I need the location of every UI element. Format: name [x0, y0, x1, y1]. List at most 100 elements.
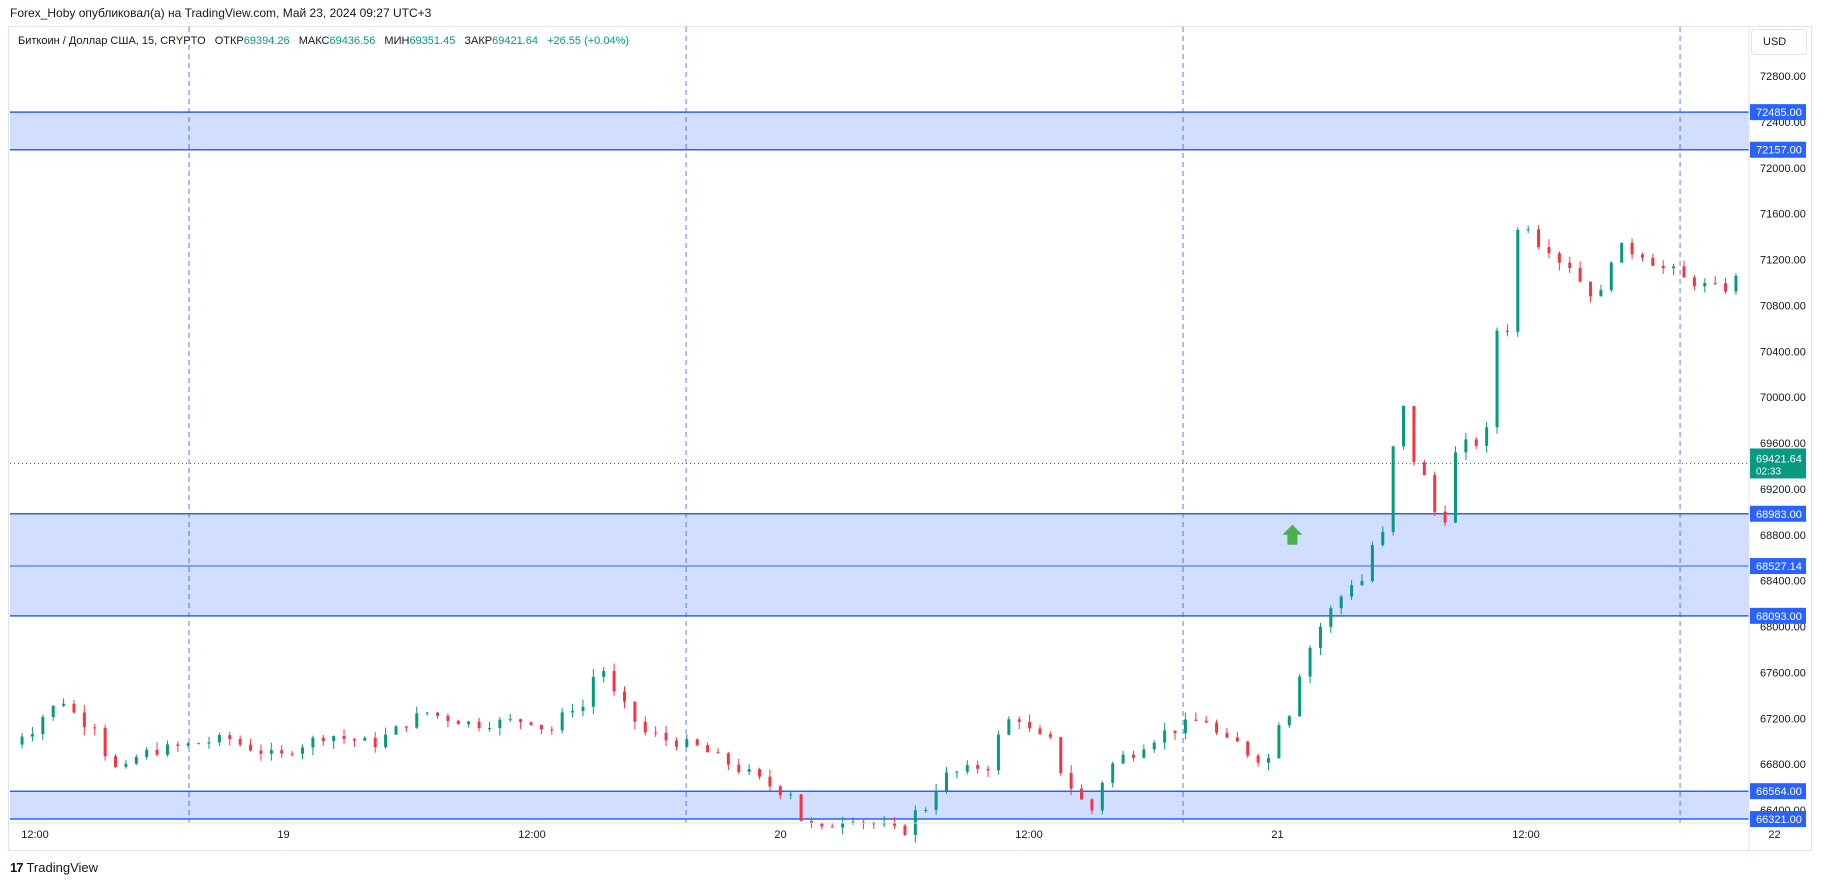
- candle: [300, 744, 304, 760]
- candle-body: [1090, 799, 1094, 811]
- candle-body: [1526, 229, 1530, 231]
- candle-body: [1329, 608, 1333, 627]
- high-value: 69436.56: [329, 35, 376, 47]
- candle-body: [82, 712, 86, 728]
- level-tag-label: 68983.00: [1756, 509, 1802, 521]
- candle-body: [1246, 741, 1250, 756]
- candle: [674, 737, 678, 751]
- candle-body: [1339, 596, 1343, 609]
- candle-body: [425, 712, 429, 714]
- candle: [1526, 225, 1530, 233]
- candle: [290, 750, 294, 757]
- candle: [1059, 736, 1063, 776]
- candle: [342, 729, 346, 744]
- candles[interactable]: [20, 225, 1738, 843]
- candle: [529, 721, 533, 727]
- low-label: МИН: [384, 35, 410, 47]
- candle-body: [1318, 626, 1322, 648]
- candle: [1173, 730, 1177, 740]
- candle: [1516, 227, 1520, 337]
- price-tick-label: 68000.00: [1760, 622, 1806, 634]
- time-axis[interactable]: 12:001912:002012:002112:002212:002312:00…: [9, 822, 1813, 841]
- candle-body: [1589, 281, 1593, 297]
- candle-body: [633, 701, 637, 722]
- price-chart[interactable]: 72800.0072400.0072000.0071600.0071200.00…: [9, 27, 1813, 852]
- candle-body: [778, 786, 782, 796]
- candle-body: [1433, 475, 1437, 512]
- candle-body: [1059, 737, 1063, 774]
- candle-body: [1661, 265, 1665, 269]
- candle-body: [1350, 585, 1354, 597]
- candle-body: [1121, 754, 1125, 764]
- candle: [1609, 261, 1613, 293]
- candle: [82, 704, 86, 736]
- candle: [155, 742, 159, 757]
- candle-body: [976, 765, 980, 769]
- candle: [1537, 225, 1541, 249]
- candle: [737, 758, 741, 775]
- price-tick-label: 67600.00: [1760, 667, 1806, 679]
- candle-body: [1381, 531, 1385, 546]
- candle: [1204, 715, 1208, 724]
- candle-body: [363, 737, 367, 741]
- low-value: 69351.45: [409, 35, 456, 47]
- price-tick-label: 71200.00: [1760, 255, 1806, 267]
- candle-body: [384, 734, 388, 748]
- candle-body: [1412, 405, 1416, 463]
- candle: [197, 742, 201, 745]
- price-tick-label: 68400.00: [1760, 576, 1806, 588]
- candle: [1557, 251, 1561, 271]
- candle: [207, 736, 211, 749]
- candle-body: [1402, 405, 1406, 447]
- candle: [1121, 750, 1125, 765]
- candle-body: [1537, 229, 1541, 248]
- candle: [986, 765, 990, 777]
- candle: [1007, 716, 1011, 736]
- candle-body: [550, 729, 554, 731]
- change-value: +26.55 (+0.04%): [547, 35, 630, 47]
- candle-body: [560, 712, 564, 731]
- open-value: 69394.26: [243, 35, 290, 47]
- candle: [861, 819, 865, 830]
- candle-body: [591, 676, 595, 707]
- close-value: 69421.64: [492, 35, 539, 47]
- candle-body: [498, 719, 502, 728]
- candle: [623, 686, 627, 709]
- candle-body: [706, 745, 710, 753]
- countdown-label: 02:33: [1756, 466, 1781, 477]
- candle-body: [134, 757, 138, 764]
- candle-body: [280, 750, 284, 754]
- candle-body: [394, 726, 398, 735]
- candle: [965, 760, 969, 775]
- tradingview-brand[interactable]: 17 TradingView: [10, 860, 98, 875]
- candle: [363, 735, 367, 741]
- candle-body: [747, 769, 751, 772]
- candle: [394, 725, 398, 735]
- candle-body: [373, 737, 377, 748]
- currency-button[interactable]: USD: [1751, 29, 1807, 55]
- level-tag-label: 68093.00: [1756, 611, 1802, 623]
- chart-frame[interactable]: 72800.00 72400.00 72000.00 71600.00 71200.00…: [8, 26, 1813, 852]
- buy-arrow-icon[interactable]: [1282, 524, 1303, 545]
- candle-body: [519, 719, 523, 723]
- candle-body: [1640, 254, 1644, 258]
- price-axis[interactable]: 72800.0072400.0072000.0071600.0071200.00…: [1748, 27, 1806, 852]
- candle: [1069, 765, 1073, 796]
- price-tick-label: 72800.00: [1760, 71, 1806, 83]
- candle-body: [861, 821, 865, 824]
- candle: [176, 741, 180, 752]
- candle-body: [1194, 719, 1198, 721]
- price-tick-label: 71600.00: [1760, 209, 1806, 221]
- candle-body: [695, 739, 699, 746]
- candle: [706, 742, 710, 753]
- level-tag-label: 66321.00: [1756, 814, 1802, 826]
- candle-body: [249, 744, 253, 751]
- time-tick-label: 12:00: [1015, 829, 1043, 841]
- plot-area[interactable]: [10, 27, 1813, 843]
- candle-body: [1163, 730, 1167, 743]
- candle: [820, 822, 824, 830]
- candle: [934, 783, 938, 815]
- candle-body: [789, 794, 793, 796]
- candle-body: [830, 826, 834, 828]
- candle-body: [654, 732, 658, 734]
